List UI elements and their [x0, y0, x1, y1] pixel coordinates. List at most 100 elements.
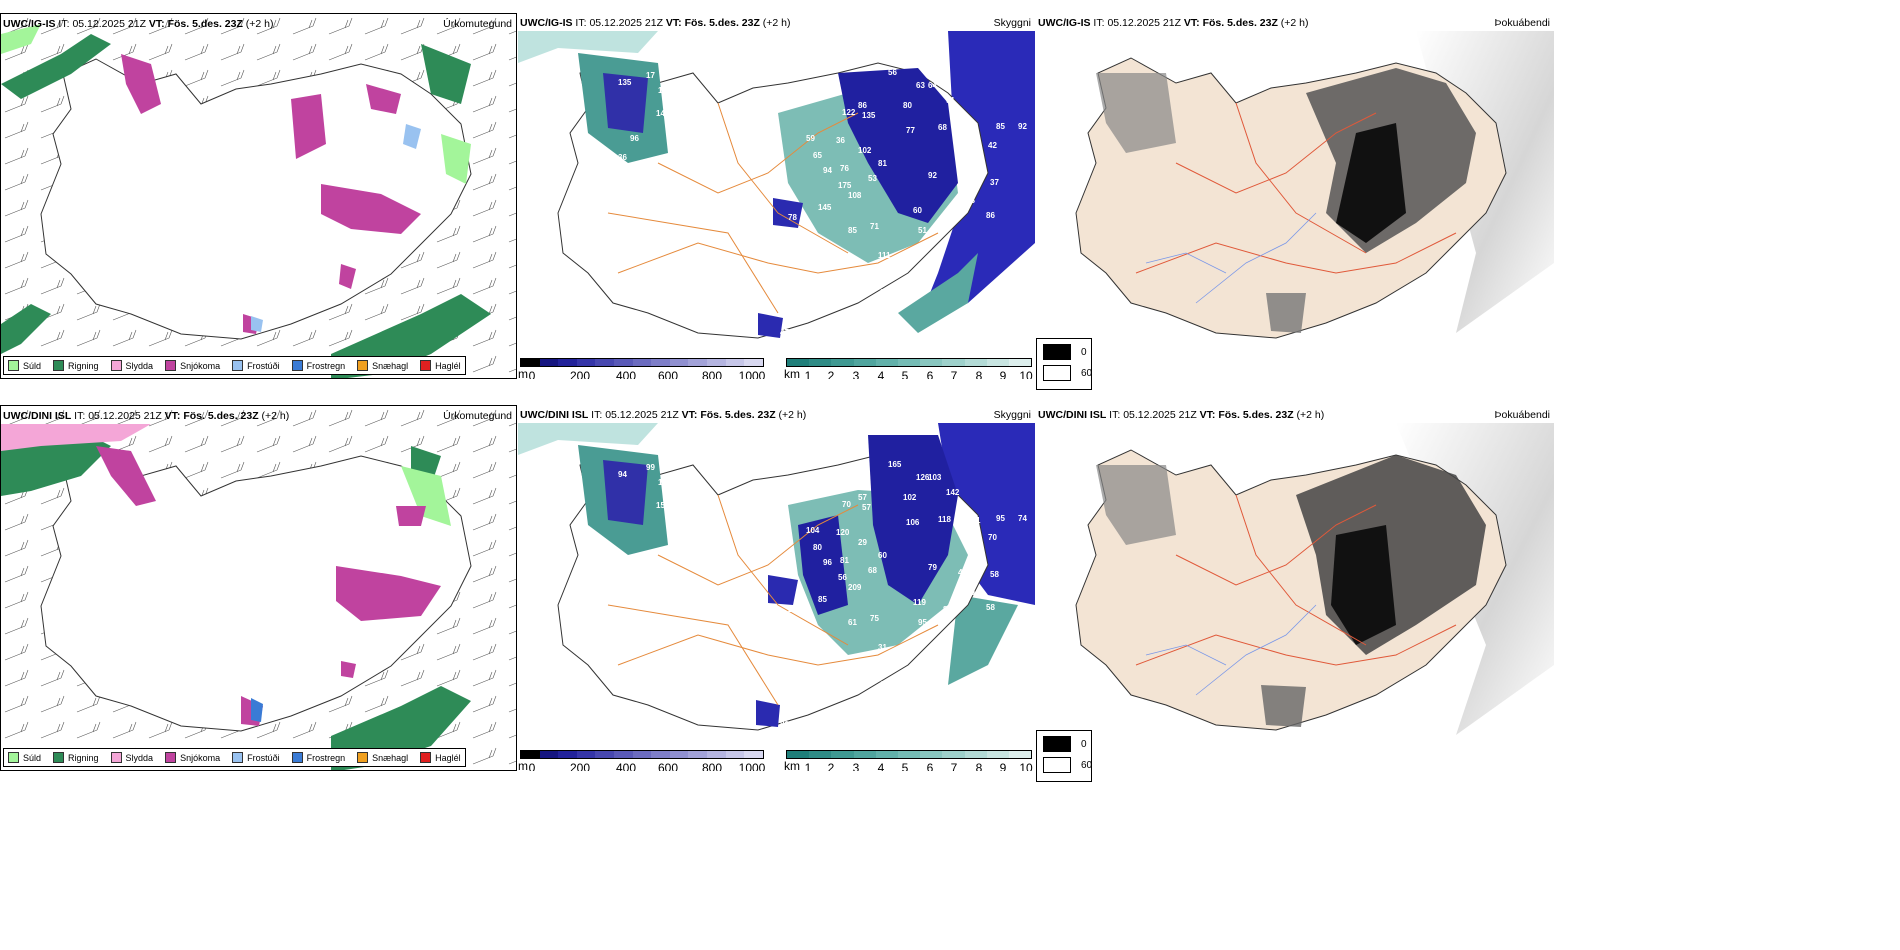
tick-label: 6	[926, 369, 934, 379]
panel-title: UWC/IG-IS IT: 05.12.2025 21Z VT: Fös. 5.…	[3, 18, 274, 30]
colorbar-cell	[614, 359, 633, 366]
tick-label: 10	[1019, 369, 1033, 379]
colorbar-cell	[787, 751, 810, 758]
cloud-base-value: 67	[970, 559, 979, 568]
tick-label: 4	[877, 369, 885, 379]
cloud-base-value: 142	[946, 488, 960, 497]
tick-label: 6	[926, 761, 934, 771]
legend-swatch	[8, 752, 19, 763]
cloud-base-value: 145	[818, 203, 832, 212]
colorbar-cell	[897, 359, 921, 366]
colorbar-cell	[521, 751, 540, 758]
colorbar-cell	[725, 359, 745, 366]
tick-label: 1	[804, 369, 812, 379]
legend-item: Frostregn	[291, 752, 345, 763]
colorbar-cell	[651, 751, 670, 758]
cloud-base-value: 51	[918, 226, 927, 235]
cloud-base-value: 60	[878, 551, 887, 560]
cloud-base-value: 57	[862, 503, 871, 512]
colorbar-cell	[725, 751, 745, 758]
legend-item: Frostúði	[232, 752, 280, 763]
colorbar-cell	[539, 751, 559, 758]
tick-label: 400	[615, 761, 637, 771]
cloud-base-value: 85	[848, 226, 857, 235]
cloud-base-value: 108	[848, 191, 862, 200]
legend-item: Súld	[8, 360, 41, 371]
colorbar-cell	[920, 751, 943, 758]
visibility-colorbar: km 1 2 3 4 5 6 7 8 9 10	[784, 750, 1033, 771]
panel-parameter: Úrkomutegund	[443, 410, 512, 422]
cloud-base-value: 75	[870, 614, 879, 623]
cloud-base-value: 86	[858, 101, 867, 110]
cloud-base-value: 81	[840, 556, 849, 565]
colorbar-cell	[558, 359, 577, 366]
cloud-base-value: 35	[880, 288, 889, 297]
fog-map-canvas	[1075, 423, 1554, 735]
panel-title: UWC/IG-IS IT: 05.12.2025 21Z VT: Fös. 5.…	[520, 17, 791, 29]
colorbar-cell	[831, 359, 854, 366]
cloud-base-value: 37	[990, 178, 999, 187]
cloud-base-value: 96	[630, 134, 639, 143]
cloud-base-value: 70	[988, 533, 997, 542]
panel-title: UWC/DINI ISL IT: 05.12.2025 21Z VT: Fös.…	[520, 409, 807, 421]
colorbar-ticks: 0 200 400 600 800 1000	[520, 761, 766, 771]
cloud-base-value: 53	[868, 174, 877, 183]
tick-label: 5	[901, 369, 909, 379]
colorbar-cell	[942, 359, 965, 366]
legend-item: Frostregn	[291, 360, 345, 371]
cloud-base-value: 102	[858, 146, 872, 155]
legend-swatch	[420, 752, 432, 763]
cloud-base-value: 58	[986, 603, 995, 612]
colorbar-cell	[688, 359, 708, 366]
colorbar-cells	[786, 750, 1032, 759]
cloud-base-value: 57	[858, 493, 867, 502]
tick-label: 2	[827, 369, 835, 379]
cloud-base-map-bottom: 165 126 103 102 142 106 118 111 95 74 73 70 64 67 58 80…	[518, 405, 1035, 771]
fog-low-label: 60	[1081, 759, 1093, 771]
legend-item: Súld	[8, 752, 41, 763]
legend-swatch	[110, 752, 122, 763]
cloud-base-value: 59	[806, 134, 815, 143]
cloud-base-value: 81	[878, 159, 887, 168]
colorbar-cell	[897, 751, 921, 758]
cloud-base-value: 119	[913, 598, 926, 607]
cloud-base-value: 80	[780, 720, 789, 729]
tick-label: 200	[569, 761, 591, 771]
legend-item: Snjókoma	[165, 360, 220, 371]
cloud-base-value: 58	[958, 176, 967, 185]
legend-item: Snjókoma	[165, 752, 220, 763]
legend-item: Rigning	[53, 360, 99, 371]
cloud-base-value: 141	[656, 109, 670, 118]
colorbar-cell	[1008, 359, 1032, 366]
cloud-base-value: 106	[906, 518, 920, 527]
tick-label: 10	[1019, 761, 1033, 771]
fog-high-swatch	[1043, 344, 1071, 360]
precip-type-map-top: UWC/IG-IS IT: 05.12.2025 21Z VT: Fös. 5.…	[0, 13, 517, 379]
legend-swatch	[165, 752, 177, 763]
cloud-base-value: 70	[842, 500, 851, 509]
cloud-base-value: 29	[858, 538, 867, 547]
colorbar-cell	[809, 751, 832, 758]
colorbar-cell	[707, 751, 726, 758]
colorbar-cell	[632, 751, 652, 758]
colorbar-cell	[707, 359, 726, 366]
panel-title: UWC/IG-IS IT: 05.12.2025 21Z VT: Fös. 5.…	[1038, 17, 1309, 29]
legend-swatch	[357, 360, 369, 371]
legend-swatch	[357, 752, 369, 763]
colorbar-cell	[595, 751, 615, 758]
cloud-base-value: 48	[966, 196, 975, 205]
cloud-base-value: 94	[823, 166, 832, 175]
colorbar-cell	[576, 359, 596, 366]
legend-swatch	[291, 360, 303, 371]
cloud-base-value: 85	[818, 595, 827, 604]
colorbar-cell	[595, 359, 615, 366]
colorbar-cell	[986, 751, 1009, 758]
cloud-base-value: 47	[780, 328, 789, 337]
cloud-base-value: 80	[963, 581, 972, 590]
colorbar-cell	[521, 359, 540, 366]
tick-label: 600	[657, 369, 679, 379]
cloud-base-value: 31	[878, 643, 887, 652]
fog-map-canvas	[1075, 31, 1554, 339]
